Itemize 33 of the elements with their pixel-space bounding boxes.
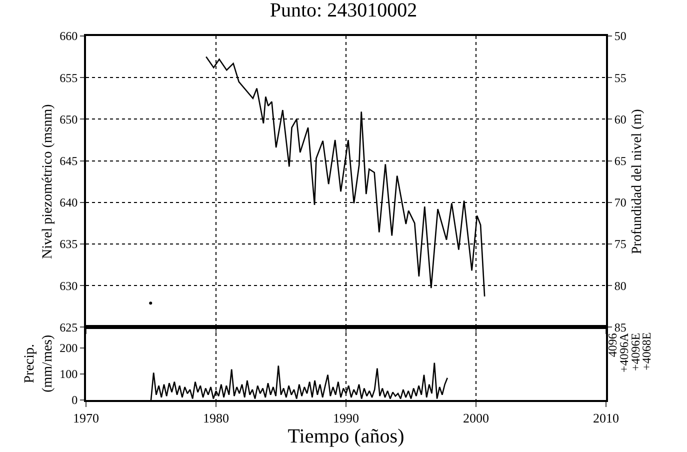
y-axis-title: Nivel piezométrico (msnm) [40,104,56,259]
x-tick-label: 1970 [73,410,99,426]
y-tick-label: 200 [60,341,78,356]
y2-tick-label: 50 [614,29,626,44]
y2-tick-label: 75 [614,237,626,252]
y2-tick-label: 55 [614,70,626,85]
y2-tick-label: 85 [614,320,626,334]
annotation: 4096 [605,333,620,358]
y-tick-label: 625 [60,320,78,334]
y-tick-label: 630 [60,278,78,293]
y2-tick-label: 70 [614,196,626,210]
x-tick-label: 1980 [203,410,229,426]
y2-tick-label: 65 [614,154,626,168]
text: +4096E [628,332,642,371]
x-axis-title: Tiempo (años) [288,425,404,448]
x-tick-label: 2010 [593,410,619,426]
y-tick-label: 640 [60,196,78,210]
y-tick-label: 655 [60,70,78,85]
text: +4096A [616,332,631,373]
y-tick-label: 650 [60,112,78,126]
chart-title: Punto: 243010002 [270,0,418,22]
y2-axis-title: Profundidad del nivel (m) [630,108,646,254]
y-tick-label: 660 [60,29,78,44]
x-tick-label: 1990 [333,410,359,426]
y-axis-title: Precip. (mm/mes) [22,334,56,392]
y-tick-label: 100 [60,367,78,382]
text: +4068E [640,332,654,370]
y2-tick-label: 60 [614,112,626,126]
y2-tick-label: 80 [614,278,626,293]
y-tick-label: 0 [72,393,78,408]
y-tick-label: 645 [60,154,78,168]
y-tick-label: 635 [60,237,78,252]
x-tick-label: 2000 [463,410,489,426]
